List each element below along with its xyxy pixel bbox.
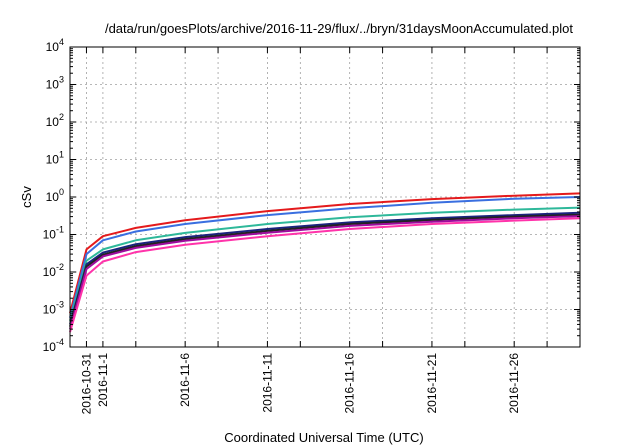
series-line-2 (69, 196, 581, 319)
series-line-4 (69, 211, 581, 325)
y-axis-ticks: 10-4 10-3 10-2 10-1 100 101 102 103 104 (43, 37, 580, 354)
y-tick-label: 103 (46, 75, 64, 92)
chart-title: /data/run/goesPlots/archive/2016-11-29/f… (105, 21, 573, 36)
series-line-7 (69, 217, 581, 333)
y-tick-label: 100 (46, 187, 64, 204)
y-tick-label: 102 (46, 112, 64, 129)
x-tick-label: 2016-11-6 (178, 353, 192, 407)
x-tick-label: 2016-11-26 (507, 353, 521, 414)
y-tick-label: 104 (46, 37, 64, 54)
y-tick-label: 10-3 (43, 300, 64, 317)
x-axis-ticks: 2016-10-31 2016-11-1 2016-11-6 2016-11-11 20… (79, 47, 548, 415)
x-tick-label: 2016-11-1 (96, 353, 110, 407)
y-tick-label: 10-2 (43, 262, 64, 279)
y-tick-label: 10-4 (43, 337, 64, 354)
series-line-3 (69, 206, 581, 322)
x-tick-label: 2016-11-21 (425, 353, 439, 414)
x-axis-label: Coordinated Universal Time (UTC) (224, 430, 423, 445)
x-tick-label: 2016-11-11 (260, 353, 274, 413)
x-tick-label: 2016-10-31 (79, 353, 93, 415)
series-line-1 (69, 192, 581, 314)
x-tick-label: 2016-11-16 (343, 353, 357, 414)
series-lines (69, 192, 581, 333)
series-line-5 (69, 213, 581, 327)
y-tick-label: 10-1 (43, 225, 64, 242)
y-axis-label: cSv (19, 186, 34, 208)
y-tick-label: 101 (46, 150, 64, 167)
series-line-6 (69, 215, 581, 330)
